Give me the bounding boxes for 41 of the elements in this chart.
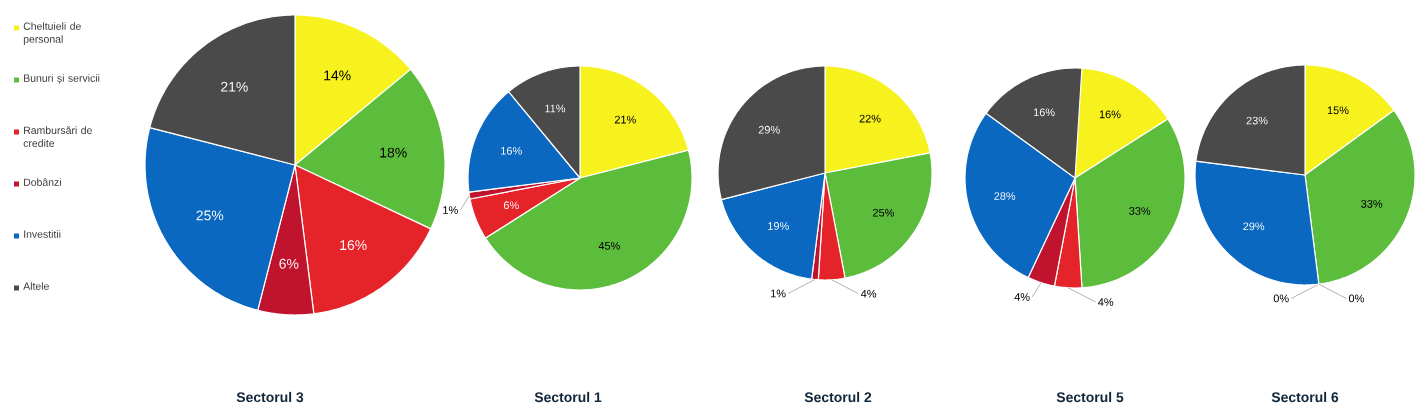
data-label: 25% [873, 208, 894, 217]
data-label: 21% [614, 115, 636, 124]
legend-label: Cheltuieli de personal [23, 22, 81, 45]
data-label: 16% [1033, 108, 1055, 117]
data-label: 4% [1098, 298, 1114, 306]
data-label: 14% [324, 70, 351, 81]
data-label: 6% [503, 201, 519, 210]
data-label: 11% [545, 104, 566, 113]
legend-label: Altele [23, 282, 49, 290]
data-label: 16% [1099, 110, 1121, 119]
data-label: 29% [758, 125, 780, 134]
data-label: 1% [771, 289, 786, 298]
legend-label: Investitii [24, 230, 61, 238]
text: 0% [1348, 294, 1364, 303]
data-label: 15% [1327, 106, 1349, 115]
data-label: 33% [1361, 199, 1383, 208]
text: Sectorul 5 [1056, 391, 1124, 403]
data-label: 45% [598, 241, 620, 250]
data-label: 16% [340, 240, 367, 251]
data-label: 19% [768, 222, 789, 230]
data-label: 4% [1014, 293, 1030, 301]
data-label: 4% [860, 289, 877, 298]
text: Sectorul 3 [236, 391, 304, 403]
data-label: 28% [994, 192, 1016, 200]
data-label: 6% [279, 258, 299, 269]
text: Sectorul 1 [534, 391, 602, 403]
data-label: 16% [501, 146, 522, 155]
legend-label: Rambursări de credite [23, 126, 92, 147]
data-label: 21% [221, 81, 248, 92]
data-label: 22% [859, 114, 881, 123]
text: Sectorul 2 [804, 391, 872, 403]
data-label: 1% [443, 206, 458, 214]
legend-label: Dobânzi [24, 178, 61, 186]
data-label: 23% [1246, 116, 1268, 125]
data-label: 18% [380, 147, 407, 158]
legend-label: Bunuri și servicii [24, 74, 100, 84]
text: Sectorul 6 [1271, 391, 1339, 403]
data-label: 25% [196, 210, 224, 221]
data-label: 33% [1129, 207, 1151, 215]
data-label: 29% [1243, 222, 1265, 231]
text: 0% [1273, 294, 1289, 303]
